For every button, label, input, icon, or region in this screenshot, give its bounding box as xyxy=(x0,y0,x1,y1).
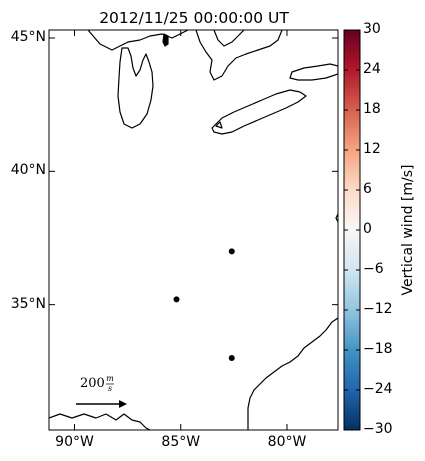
lake-michigan xyxy=(117,47,154,129)
colorbar-tick-label-8: −12 xyxy=(363,301,393,317)
lake-ontario xyxy=(289,63,338,81)
colorbar-tick-label-4: 12 xyxy=(363,141,381,157)
colorbar-tick-label-2: 24 xyxy=(363,61,381,77)
lake-erie-islands xyxy=(215,121,223,129)
lat-label-1: 45°N xyxy=(10,29,46,45)
colorbar-tick-label-1: 30 xyxy=(363,21,381,37)
lon-tick-marks xyxy=(74,30,288,430)
station-point-1 xyxy=(228,248,235,255)
reference-vector-number: 200 xyxy=(80,376,105,391)
east-coast xyxy=(335,213,338,223)
reference-vector-unit-den: s xyxy=(108,384,112,393)
colorbar-tick-label-6: 0 xyxy=(363,221,372,237)
colorbar-tick-label-5: 6 xyxy=(363,181,372,197)
colorbar-title: Vertical wind [m/s] xyxy=(400,164,416,296)
station-point-3 xyxy=(228,355,235,361)
southeast-coast xyxy=(247,317,338,430)
lat-label-2: 40°N xyxy=(10,162,46,179)
reference-vector-unit-num: m xyxy=(106,374,114,383)
map-title: 2012/11/25 00:00:00 UT xyxy=(99,9,289,27)
lake-superior-shore xyxy=(87,30,189,51)
lon-label-2: 85°W xyxy=(161,434,201,450)
lake-erie xyxy=(211,89,307,135)
colorbar-tick-label-11: −30 xyxy=(363,421,393,437)
station-points xyxy=(173,248,235,361)
georgian-bay xyxy=(213,30,245,47)
lon-label-3: 80°W xyxy=(267,434,307,450)
coastlines xyxy=(49,30,338,430)
colorbar-tick-label-7: −6 xyxy=(363,261,384,277)
colorbar-tick-marks xyxy=(344,29,360,431)
colorbar-tick-label-3: 18 xyxy=(363,101,381,117)
lake-huron xyxy=(195,30,283,81)
colorbar-tick-label-10: −24 xyxy=(363,381,393,397)
lon-label-1: 90°W xyxy=(55,434,94,450)
gulf-coast xyxy=(49,413,151,430)
lat-label-3: 35°N xyxy=(10,295,46,312)
island xyxy=(162,33,169,47)
colorbar-tick-label-9: −18 xyxy=(363,341,393,357)
lat-tick-marks xyxy=(49,37,338,306)
station-point-2 xyxy=(173,296,180,303)
map-frame xyxy=(48,29,339,431)
reference-vector: 200 m s xyxy=(76,374,127,408)
